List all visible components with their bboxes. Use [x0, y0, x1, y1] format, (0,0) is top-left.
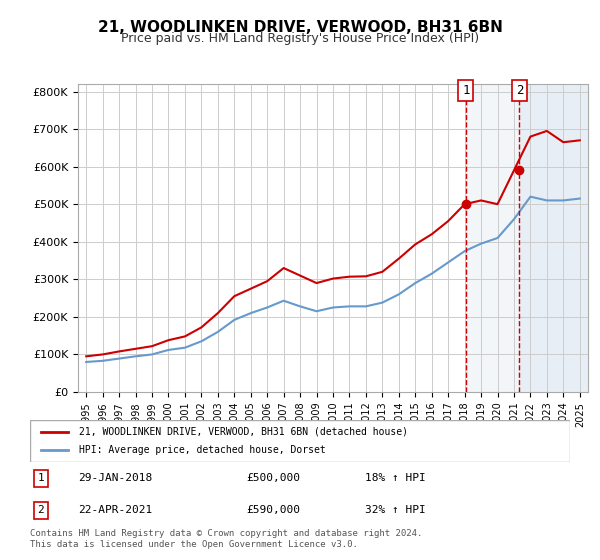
- Text: Contains HM Land Registry data © Crown copyright and database right 2024.
This d: Contains HM Land Registry data © Crown c…: [30, 529, 422, 549]
- Text: 18% ↑ HPI: 18% ↑ HPI: [365, 473, 425, 483]
- Text: 32% ↑ HPI: 32% ↑ HPI: [365, 505, 425, 515]
- Text: 22-APR-2021: 22-APR-2021: [79, 505, 153, 515]
- Bar: [520, 84, 588, 392]
- Text: HPI: Average price, detached house, Dorset: HPI: Average price, detached house, Dors…: [79, 445, 325, 455]
- Text: Price paid vs. HM Land Registry's House Price Index (HPI): Price paid vs. HM Land Registry's House …: [121, 32, 479, 45]
- Bar: [466, 84, 520, 392]
- Text: 2: 2: [37, 505, 44, 515]
- Text: 2: 2: [515, 84, 523, 97]
- Text: 21, WOODLINKEN DRIVE, VERWOOD, BH31 6BN: 21, WOODLINKEN DRIVE, VERWOOD, BH31 6BN: [98, 20, 502, 35]
- FancyBboxPatch shape: [30, 420, 570, 462]
- Text: 1: 1: [37, 473, 44, 483]
- Text: 21, WOODLINKEN DRIVE, VERWOOD, BH31 6BN (detached house): 21, WOODLINKEN DRIVE, VERWOOD, BH31 6BN …: [79, 427, 407, 437]
- Text: £500,000: £500,000: [246, 473, 300, 483]
- Text: £590,000: £590,000: [246, 505, 300, 515]
- Text: 29-JAN-2018: 29-JAN-2018: [79, 473, 153, 483]
- Text: 1: 1: [462, 84, 470, 97]
